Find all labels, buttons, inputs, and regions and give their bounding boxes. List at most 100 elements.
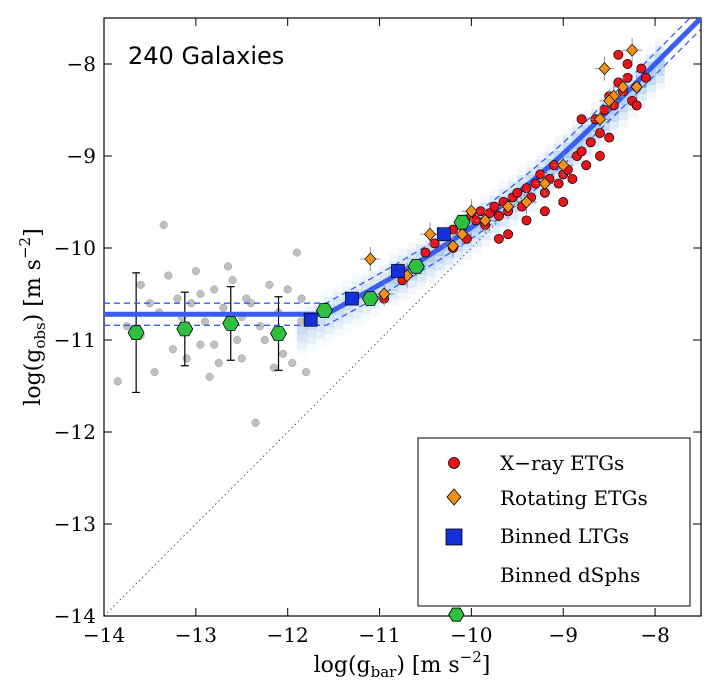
density-cell: [342, 323, 353, 332]
grey-galaxy-point: [191, 266, 200, 276]
legend-marker-dsph: [448, 607, 465, 622]
density-cell: [379, 266, 390, 275]
rotating-etg-point: [364, 252, 377, 266]
density-cell: [453, 236, 463, 245]
density-cell: [590, 124, 601, 132]
density-cell: [407, 279, 417, 288]
density-cell: [627, 87, 638, 96]
density-cell: [563, 157, 573, 166]
grey-galaxy-point: [182, 354, 191, 363]
density-cell: [535, 159, 546, 168]
legend-label-rotating: Rotating ETGs: [500, 486, 648, 510]
xray-etg-point: [503, 229, 514, 240]
xray-etg-point: [631, 100, 642, 111]
y-tick-label: −12: [54, 420, 96, 444]
binned-dsph-point: [222, 316, 240, 331]
binned-dsph-point: [315, 303, 333, 318]
density-cell: [370, 271, 381, 280]
density-cell: [453, 250, 463, 259]
grey-galaxy-point: [223, 262, 233, 271]
density-cell: [599, 100, 610, 109]
xray-etg-point: [493, 210, 504, 221]
grey-galaxy-point: [260, 335, 269, 345]
binned-dsph-point: [176, 321, 194, 337]
xray-etg-point: [576, 146, 587, 157]
xray-etg-point: [640, 72, 651, 83]
density-cell: [489, 218, 500, 226]
density-cell: [425, 246, 436, 255]
density-cell: [434, 270, 445, 279]
density-cell: [315, 331, 325, 339]
x-tick-label: −14: [83, 623, 125, 647]
density-cell: [324, 318, 335, 327]
grey-galaxy-point: [150, 368, 159, 377]
grey-galaxy-point: [210, 340, 219, 349]
density-cell: [306, 335, 316, 344]
binned-dsph-point: [127, 325, 145, 340]
density-cell: [655, 60, 665, 69]
density-cell: [434, 248, 445, 256]
density-cell: [434, 262, 445, 271]
density-cell: [333, 313, 344, 322]
density-cell: [609, 113, 619, 122]
density-cell: [655, 38, 665, 47]
density-cell: [618, 104, 629, 113]
xray-etg-point: [581, 160, 592, 171]
xray-etg-point: [535, 169, 546, 180]
density-cell: [416, 281, 426, 290]
density-cell: [361, 313, 371, 322]
density-cell: [590, 109, 601, 118]
density-cell: [489, 195, 500, 204]
rotating-etg-point: [424, 227, 437, 241]
density-cell: [627, 109, 638, 118]
density-cell: [645, 84, 656, 93]
density-cell: [636, 56, 647, 65]
density-cell: [489, 225, 500, 234]
density-cell: [554, 136, 564, 145]
grey-galaxy-point: [122, 322, 132, 331]
density-cell: [618, 111, 629, 120]
legend-label-ltg: Binned LTGs: [500, 524, 629, 548]
density-cell: [498, 225, 509, 234]
density-cell: [599, 122, 610, 131]
density-cell: [315, 338, 325, 347]
density-cell: [361, 276, 371, 285]
rotating-etg-point: [557, 158, 570, 172]
density-cell: [563, 127, 573, 136]
density-cell: [471, 231, 482, 240]
density-cell: [379, 273, 390, 282]
xray-etg-point: [512, 187, 523, 198]
grey-galaxy-point: [136, 280, 145, 289]
density-cell: [563, 172, 573, 180]
grey-galaxy-point: [297, 294, 306, 303]
density-cell: [296, 340, 307, 349]
density-cell: [407, 242, 417, 251]
density-cell: [645, 47, 656, 56]
density-cell: [324, 333, 335, 342]
density-cell: [508, 218, 518, 227]
density-cell: [544, 181, 555, 190]
grey-galaxy-point: [283, 285, 292, 294]
density-cell: [324, 296, 335, 305]
density-cell: [416, 252, 426, 260]
y-tick-label: −11: [54, 328, 96, 352]
grey-galaxy-point: [113, 377, 122, 386]
binned-dsph-point: [361, 291, 379, 306]
grey-galaxy-point: [200, 317, 210, 326]
density-cell: [351, 311, 362, 320]
density-cell: [351, 274, 362, 283]
legend: X−ray ETGs Rotating ETGs Binned LTGs Bin…: [417, 437, 691, 622]
density-cell: [636, 93, 647, 102]
xray-etg-point: [595, 151, 605, 161]
density-cell: [333, 328, 344, 337]
rotating-etg-point: [447, 239, 459, 253]
density-cell: [296, 326, 307, 334]
density-cell: [453, 258, 463, 267]
grey-galaxy-point: [214, 358, 223, 368]
density-cell: [379, 303, 390, 311]
xray-etg-point: [576, 114, 587, 125]
density-cell: [306, 328, 316, 337]
density-cell: [370, 286, 381, 295]
density-cell: [572, 126, 583, 135]
